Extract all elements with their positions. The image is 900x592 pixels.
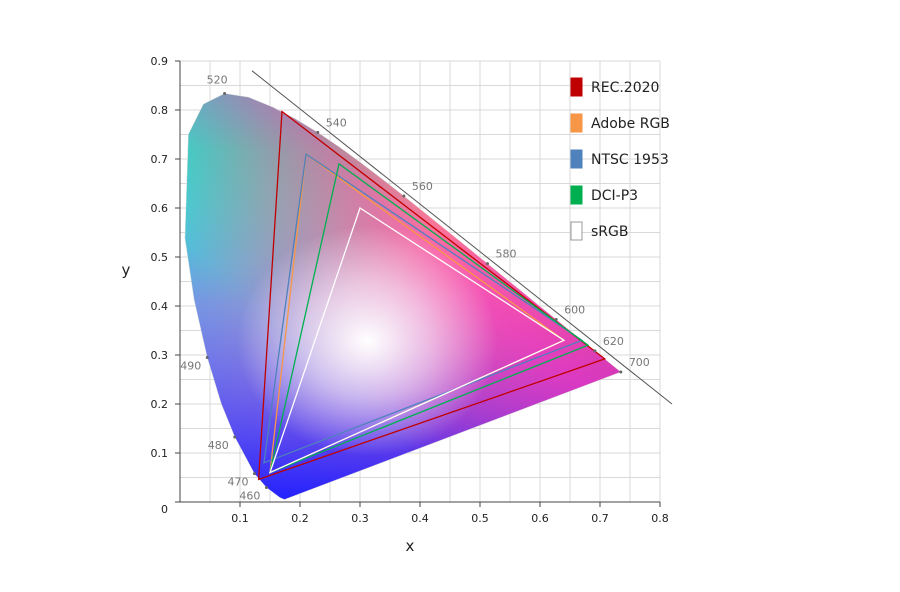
wavelength-marker: [252, 472, 256, 476]
x-tick-label: 0.7: [591, 512, 609, 525]
wavelength-label: 480: [208, 439, 229, 452]
wavelength-label: 490: [180, 359, 201, 372]
wavelength-marker: [619, 370, 623, 374]
legend-swatch: [570, 185, 583, 205]
legend-swatch: [570, 77, 583, 97]
y-tick-label: 0.5: [151, 251, 169, 264]
wavelength-marker: [205, 355, 209, 359]
legend-label: REC.2020: [591, 80, 659, 96]
wavelength-label: 520: [207, 73, 228, 86]
wavelength-label: 540: [326, 116, 347, 129]
y-tick-label: 0.9: [151, 55, 169, 68]
legend-label: DCI-P3: [591, 188, 638, 204]
y-tick-label: 0.1: [151, 447, 169, 460]
wavelength-marker: [554, 317, 558, 321]
wavelength-label: 600: [564, 303, 585, 316]
x-tick-label: 0.2: [291, 512, 309, 525]
wavelength-label: 620: [603, 335, 624, 348]
gamut-triangle-dci-p3: [269, 162, 590, 474]
wavelength-marker: [593, 349, 597, 353]
y-tick-label: 0: [161, 503, 168, 516]
y-tick-label: 0.6: [151, 202, 169, 215]
legend-swatch: [570, 113, 583, 133]
wavelength-marker: [486, 262, 489, 266]
x-axis-label: x: [406, 537, 415, 555]
y-tick-label: 0.3: [151, 349, 169, 362]
legend-label: Adobe RGB: [591, 116, 670, 132]
legend-label: NTSC 1953: [591, 152, 669, 168]
wavelength-marker: [233, 435, 237, 439]
x-tick-label: 0.4: [411, 512, 429, 525]
x-tick-label: 0.3: [351, 512, 369, 525]
y-tick-label: 0.7: [151, 153, 169, 166]
gamut-triangle-srgb: [268, 207, 566, 474]
x-tick-label: 0.5: [471, 512, 489, 525]
x-tick-label: 0.1: [231, 512, 249, 525]
wavelength-label: 460: [239, 489, 260, 502]
y-tick-label: 0.8: [151, 104, 169, 117]
wavelength-label: 580: [496, 248, 517, 261]
wavelength-marker: [316, 130, 320, 134]
x-tick-label: 0.8: [651, 512, 669, 525]
y-axis-label: y: [122, 261, 131, 279]
boundary-line: [251, 70, 673, 405]
legend-label: sRGB: [591, 224, 628, 240]
x-tick-label: 0.6: [531, 512, 549, 525]
gamut-triangle-ntsc-1953: [263, 152, 584, 464]
legend-swatch: [570, 149, 583, 169]
wavelength-marker: [264, 485, 268, 489]
legend: REC.2020 Adobe RGB NTSC 1953 DCI-P3 sRGB: [570, 77, 670, 241]
wavelength-marker: [223, 91, 227, 95]
gamut-triangles: [257, 110, 607, 481]
wavelength-marker: [402, 194, 406, 198]
legend-swatch: [570, 221, 583, 241]
axes: 0.1 0.2 0.3 0.4 0.5 0.6 0.7 0.8 0 0.1 0.2 0.3 0.4 0.5…: [151, 55, 673, 525]
gamut-triangle-rec-2020: [257, 110, 607, 481]
wavelength-label: 560: [412, 180, 433, 193]
y-tick-label: 0.4: [151, 300, 169, 313]
y-tick-label: 0.2: [151, 398, 169, 411]
wavelength-label: 470: [227, 476, 248, 489]
wavelength-label: 700: [629, 356, 650, 369]
